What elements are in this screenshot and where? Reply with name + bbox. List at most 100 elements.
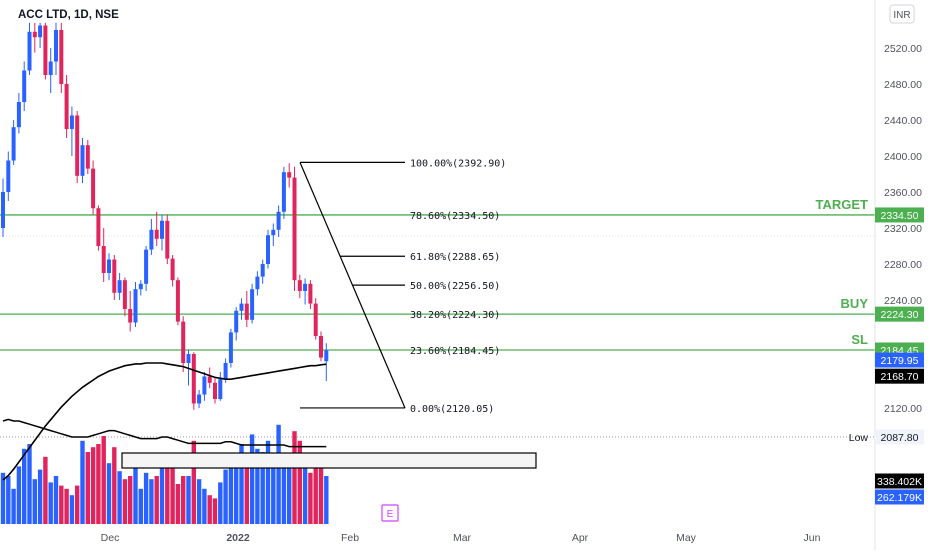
candle-body bbox=[308, 283, 313, 304]
candle-body bbox=[281, 172, 286, 212]
candle-body bbox=[48, 61, 53, 75]
volume-bars bbox=[0, 424, 329, 524]
candles bbox=[1, 22, 329, 410]
volume-bar bbox=[16, 466, 22, 524]
fib-level-label: 50.00%(2256.50) bbox=[410, 281, 500, 292]
candle-body bbox=[6, 160, 11, 192]
volume-bar bbox=[165, 460, 170, 524]
candle-body bbox=[287, 172, 292, 178]
volume-bar bbox=[207, 495, 212, 524]
price-tick-label: 2320.00 bbox=[884, 223, 922, 235]
volume-bar bbox=[276, 424, 281, 524]
currency-button[interactable]: INR bbox=[889, 4, 915, 24]
fib-level-label: 61.80%(2288.65) bbox=[410, 252, 500, 263]
volume-ma-badge-text: 338.402K bbox=[877, 476, 922, 488]
price-tick-label: 2360.00 bbox=[884, 187, 922, 199]
volume-bar bbox=[112, 447, 117, 524]
fib-trend-line bbox=[299, 162, 406, 409]
earnings-event-marker[interactable]: E bbox=[381, 504, 399, 522]
volume-bar bbox=[324, 476, 329, 524]
fib-retracement[interactable]: 100.00%(2392.90) 78.60%(2334.50) 61.80%(22… bbox=[299, 158, 506, 415]
volume-ma-badge: 338.402K bbox=[875, 473, 924, 489]
candle-body bbox=[239, 303, 244, 311]
candle-body bbox=[138, 283, 143, 290]
volume-bar bbox=[48, 482, 53, 524]
volume-bar bbox=[186, 476, 191, 524]
candle-body bbox=[85, 145, 90, 169]
volume-bar bbox=[265, 440, 271, 524]
candle-body bbox=[213, 382, 217, 399]
horizontal-lines: TARGET BUY SL bbox=[0, 197, 875, 351]
volume-bar bbox=[138, 488, 143, 524]
level-price-badge-bg bbox=[875, 306, 924, 322]
candle-body bbox=[144, 249, 149, 284]
volume-bar bbox=[101, 436, 106, 524]
candle-body bbox=[69, 115, 74, 129]
volume-badge-bg bbox=[875, 489, 924, 505]
time-axis[interactable]: Dec 2022 Feb Mar Apr May Jun bbox=[101, 532, 821, 544]
currency-label[interactable]: INR bbox=[893, 10, 910, 21]
event-marker-box[interactable] bbox=[381, 504, 399, 522]
candle-body bbox=[170, 258, 175, 281]
candle-body bbox=[260, 264, 265, 277]
fib-level-label: 100.00%(2392.90) bbox=[410, 158, 506, 169]
volume-bar bbox=[80, 440, 85, 524]
time-tick-label: Jun bbox=[804, 532, 821, 544]
candle-body bbox=[27, 31, 32, 71]
candle-body bbox=[43, 25, 48, 75]
candle-body bbox=[319, 336, 323, 358]
level-price-badge: 2224.30 bbox=[875, 306, 924, 322]
candle-body bbox=[64, 84, 69, 129]
candle-body bbox=[191, 354, 196, 404]
time-tick-label: Dec bbox=[101, 532, 120, 544]
volume-bar bbox=[128, 476, 133, 524]
volume-bar bbox=[175, 484, 181, 524]
candle-body bbox=[202, 376, 207, 395]
volume-bar bbox=[143, 472, 149, 524]
volume-bar bbox=[37, 469, 43, 524]
candle-body bbox=[112, 259, 117, 293]
price-tick-label: 2280.00 bbox=[884, 259, 922, 271]
volume-bar bbox=[122, 479, 128, 524]
time-tick-label: Apr bbox=[572, 532, 589, 544]
candle-body bbox=[122, 280, 127, 309]
candle-body bbox=[276, 211, 281, 230]
volume-bar bbox=[11, 488, 16, 524]
volume-bar bbox=[85, 452, 90, 524]
candle-body bbox=[186, 354, 191, 363]
volume-bar bbox=[212, 498, 218, 524]
volume-ma-line bbox=[2, 418, 327, 448]
candle-body bbox=[11, 127, 16, 161]
fib-level-label: 0.00%(2120.05) bbox=[410, 404, 494, 415]
volume-bar bbox=[281, 460, 287, 524]
candle-body bbox=[54, 30, 58, 62]
candle-body bbox=[197, 394, 202, 404]
price-tick-label: 2480.00 bbox=[884, 79, 922, 91]
volume-bar bbox=[0, 472, 6, 524]
volume-bar bbox=[297, 440, 302, 524]
low-label: Low bbox=[849, 432, 869, 444]
candle-body bbox=[271, 229, 276, 236]
time-tick-label: May bbox=[676, 532, 697, 544]
ma-value-badge: 2168.70 bbox=[875, 368, 924, 384]
candle-body bbox=[22, 70, 27, 102]
chart-title: ACC LTD, 1D, NSE bbox=[18, 9, 119, 21]
volume-bar bbox=[53, 476, 59, 524]
volume-badge: 262.179K bbox=[875, 489, 924, 505]
volume-bar bbox=[218, 482, 223, 524]
currency-button-frame[interactable] bbox=[889, 4, 915, 24]
volume-bar bbox=[133, 466, 138, 524]
support-zone-rectangle[interactable] bbox=[121, 452, 537, 469]
volume-bar bbox=[43, 456, 48, 524]
volume-bar bbox=[260, 452, 265, 524]
price-tick-label: 2400.00 bbox=[884, 151, 922, 163]
last-price-badge-bg bbox=[875, 352, 924, 368]
volume-bar bbox=[234, 463, 239, 524]
candle-body bbox=[228, 332, 233, 363]
candle-body bbox=[303, 283, 308, 291]
level-label: BUY bbox=[841, 296, 869, 311]
volume-bar bbox=[106, 463, 112, 524]
volume-bar bbox=[22, 448, 27, 524]
volume-ma bbox=[2, 418, 327, 448]
